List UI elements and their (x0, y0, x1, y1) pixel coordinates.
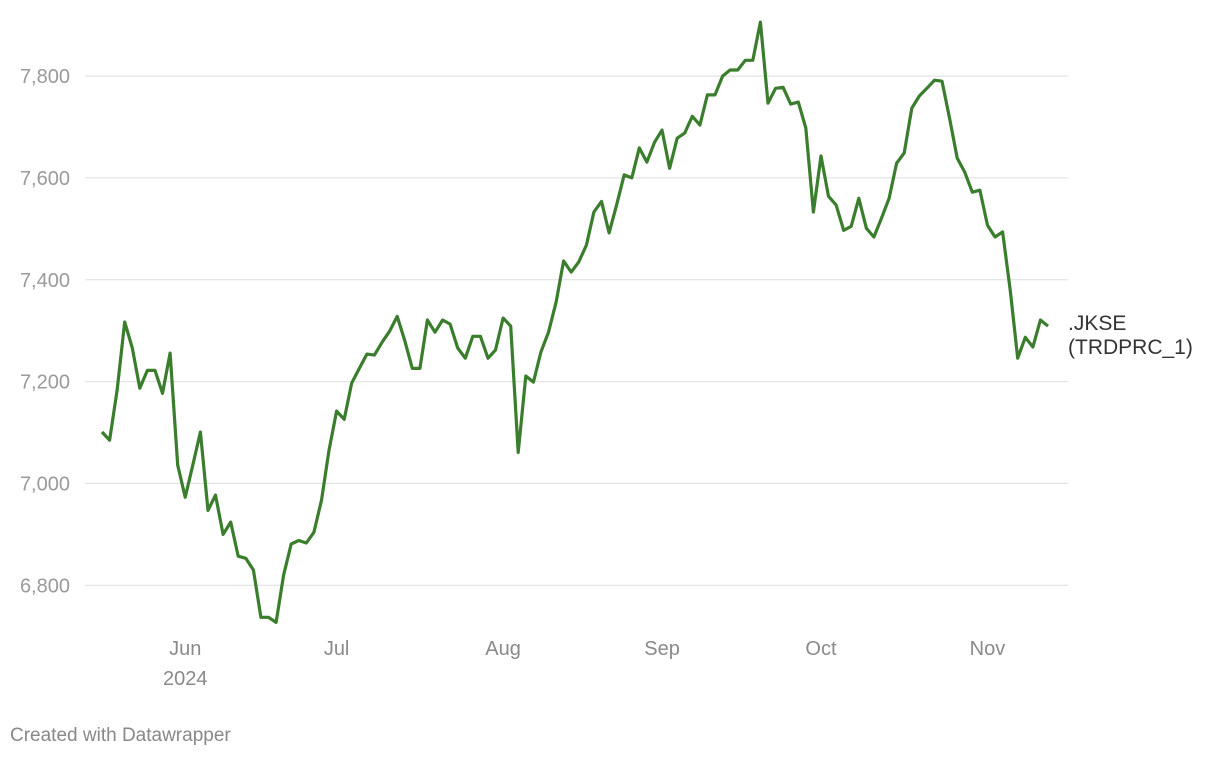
x-tick-label: Aug (485, 638, 521, 660)
x-tick-label: Oct (805, 638, 837, 660)
series-label: .JKSE (TRDPRC_1) (1068, 312, 1193, 359)
x-year-label: 2024 (163, 668, 208, 690)
y-tick-label: 7,200 (20, 372, 70, 394)
x-tick-label: Nov (970, 638, 1006, 660)
y-tick-label: 7,800 (20, 66, 70, 88)
x-tick-label: Sep (644, 638, 680, 660)
y-tick-label: 6,800 (20, 575, 70, 597)
series-line (100, 20, 1050, 624)
x-tick-label: Jun (169, 638, 201, 660)
x-tick-label: Jul (324, 638, 350, 660)
footer: Created with Datawrapper (10, 725, 231, 746)
y-tick-label: 7,600 (20, 168, 70, 190)
y-tick-label: 7,400 (20, 270, 70, 292)
y-tick-label: 7,000 (20, 473, 70, 495)
